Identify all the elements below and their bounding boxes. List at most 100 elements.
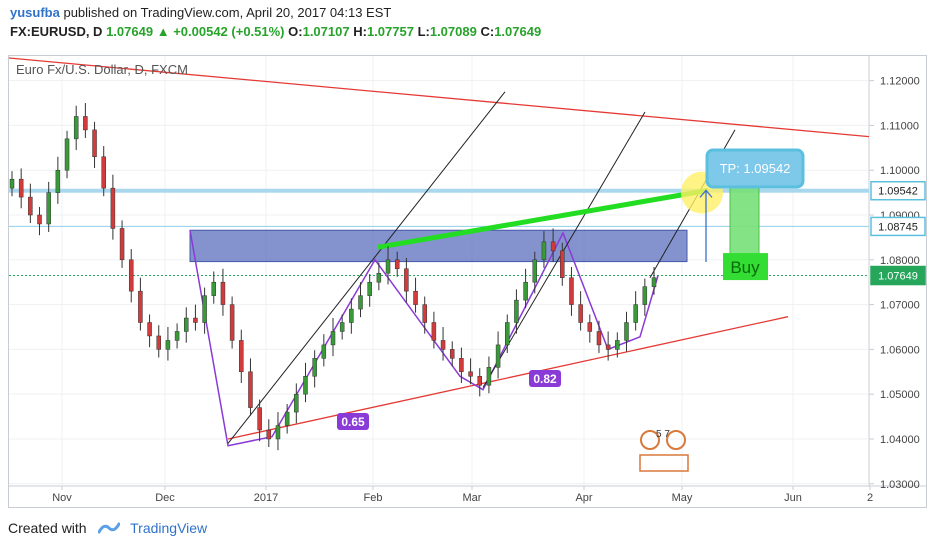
candle-body bbox=[28, 196, 33, 216]
publish-line: yusufba published on TradingView.com, Ap… bbox=[10, 5, 391, 20]
candle-body bbox=[174, 331, 180, 341]
decoration-icon: 5 7 bbox=[639, 429, 689, 472]
y-tick-label: 1.04000 bbox=[880, 434, 920, 446]
candle-body bbox=[275, 425, 281, 440]
candle-body bbox=[119, 228, 125, 261]
candle-body bbox=[138, 290, 143, 323]
projection-line bbox=[227, 91, 506, 444]
y-tick-label: 1.11000 bbox=[880, 120, 919, 132]
candle-body bbox=[486, 367, 492, 386]
candle-body bbox=[560, 250, 565, 278]
candle-body bbox=[9, 178, 15, 189]
candle-body bbox=[303, 376, 308, 395]
candle-body bbox=[46, 192, 51, 225]
candle-body bbox=[514, 299, 519, 323]
candle-body bbox=[596, 331, 602, 346]
candle-body bbox=[459, 358, 464, 373]
icon-numbers: 5 7 bbox=[656, 429, 670, 440]
candle-body bbox=[128, 259, 134, 292]
candles-layer bbox=[9, 103, 657, 451]
price-label-box bbox=[870, 216, 926, 237]
candle-body bbox=[394, 259, 400, 270]
x-tick-label: May bbox=[672, 492, 693, 504]
candle-body bbox=[358, 295, 363, 310]
candle-body bbox=[605, 344, 611, 350]
lower-trendline bbox=[227, 316, 789, 440]
candle-body bbox=[376, 272, 382, 283]
gear-icon bbox=[666, 430, 686, 450]
candle-body bbox=[165, 340, 171, 350]
price-axis[interactable]: 1.120001.110001.100001.090001.080001.070… bbox=[869, 76, 926, 491]
y-tick-label: 1.08000 bbox=[880, 255, 920, 267]
x-tick-label: Dec bbox=[155, 492, 175, 504]
y-tick-label: 1.12000 bbox=[880, 76, 920, 88]
neckline-green bbox=[377, 187, 709, 250]
candle-body bbox=[468, 371, 473, 377]
candle-body bbox=[312, 358, 317, 377]
candle-body bbox=[239, 340, 244, 373]
candle-body bbox=[193, 317, 198, 323]
candle-body bbox=[642, 286, 648, 305]
badge-082-label: 0.82 bbox=[533, 372, 557, 386]
candle-body bbox=[330, 331, 336, 346]
price-label-box bbox=[870, 265, 926, 286]
candle-body bbox=[477, 376, 482, 386]
badge-065-label: 0.65 bbox=[341, 415, 365, 429]
flag-icon bbox=[639, 454, 689, 472]
candle-body bbox=[184, 317, 189, 332]
candle-body bbox=[37, 214, 42, 225]
x-tick-label: 2017 bbox=[254, 492, 278, 504]
candle-body bbox=[440, 340, 446, 350]
tradingview-logo-icon[interactable] bbox=[97, 521, 121, 538]
candle-body bbox=[505, 322, 510, 346]
overlay-layer: Buy TP: 1.09542 0.65 0.82 5 7 bbox=[337, 148, 805, 472]
time-axis[interactable]: Nov Dec 2017 Feb Mar Apr May Jun 2 bbox=[52, 486, 873, 504]
tradingview-brand-link[interactable]: TradingView bbox=[130, 520, 208, 536]
change-value: +0.00542 (+0.51%) bbox=[173, 24, 285, 39]
candle-body bbox=[633, 304, 638, 323]
candle-body bbox=[321, 344, 327, 359]
candle-body bbox=[73, 116, 79, 140]
candle-body bbox=[101, 156, 106, 189]
target-box-green bbox=[729, 180, 760, 259]
y-tick-label: 1.10000 bbox=[880, 165, 920, 177]
badge-082 bbox=[529, 370, 561, 387]
tp-callout bbox=[705, 148, 805, 189]
high-value: 1.07757 bbox=[366, 24, 414, 39]
candle-body bbox=[587, 322, 593, 332]
pattern-zigzag bbox=[189, 230, 659, 447]
candle-body bbox=[651, 277, 657, 287]
candle-body bbox=[211, 281, 217, 296]
upper-trendline bbox=[9, 57, 869, 138]
candle-body bbox=[294, 393, 299, 413]
candle-body bbox=[110, 187, 116, 229]
low-value: 1.07089 bbox=[429, 24, 477, 39]
change-arrow-icon: ▲ bbox=[156, 24, 170, 39]
x-tick-label: 2 bbox=[867, 492, 873, 504]
x-tick-label: Apr bbox=[575, 492, 592, 504]
candle-body bbox=[431, 322, 437, 341]
candle-body bbox=[220, 281, 226, 305]
open-label: O: bbox=[288, 24, 303, 39]
candle-body bbox=[422, 304, 427, 323]
candle-body bbox=[404, 268, 409, 292]
chart-title: Euro Fx/U.S. Dollar, D, FXCM bbox=[16, 62, 188, 77]
author-link[interactable]: yusufba bbox=[10, 5, 60, 20]
candle-body bbox=[578, 304, 583, 323]
candle-body bbox=[92, 129, 97, 158]
published-text: published on TradingView.com, April 20, … bbox=[63, 5, 392, 20]
y-tick-label: 1.06000 bbox=[880, 344, 920, 356]
gear-icon bbox=[640, 430, 660, 450]
candle-body bbox=[248, 371, 253, 408]
up-arrow-icon bbox=[699, 189, 713, 198]
price-label: 1.09542 bbox=[878, 186, 918, 198]
candle-body bbox=[229, 304, 235, 341]
candle-body bbox=[413, 290, 418, 305]
candle-body bbox=[349, 308, 354, 323]
candle-body bbox=[64, 138, 70, 171]
symbol-label: FX:EURUSD, D bbox=[10, 24, 103, 39]
close-label: C: bbox=[480, 24, 495, 39]
open-value: 1.07107 bbox=[302, 24, 350, 39]
buy-label: Buy bbox=[730, 258, 760, 277]
